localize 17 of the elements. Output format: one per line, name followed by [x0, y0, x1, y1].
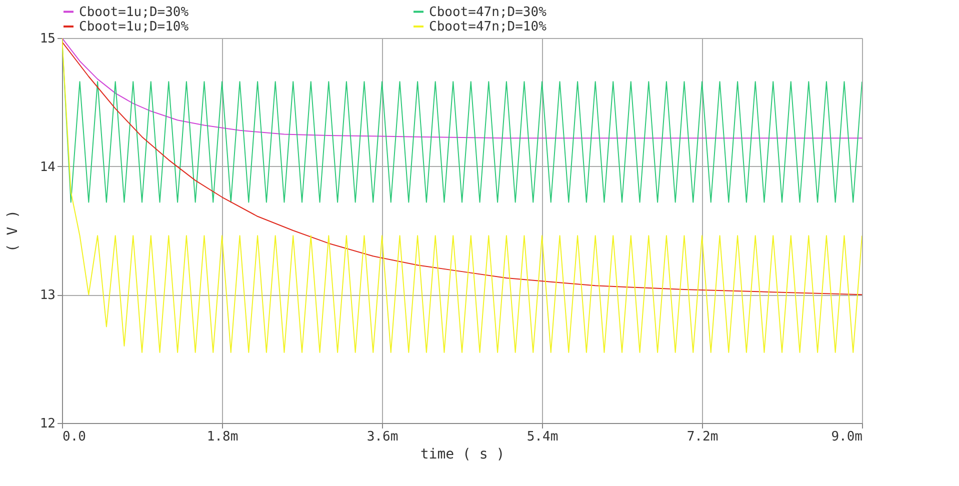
x-tick-label: 0.0	[62, 430, 86, 444]
y-axis-title: ( V )	[4, 210, 21, 252]
y-tick-label: 15	[40, 32, 56, 46]
line-series	[62, 41, 862, 296]
x-tick-label: 1.8m	[206, 430, 238, 444]
legend-label: Cboot=1u;D=30%	[79, 4, 189, 20]
y-tick-label: 12	[40, 416, 56, 432]
x-axis-title: time ( s )	[420, 446, 505, 462]
x-tick-label: 7.2m	[686, 430, 718, 444]
x-tick-label: 5.4m	[526, 430, 558, 444]
y-tick-label: 14	[40, 160, 56, 175]
legend-label: Cboot=47n;D=10%	[429, 20, 547, 34]
x-tick-label: 3.6m	[366, 430, 398, 444]
y-tick-label: 13	[40, 288, 56, 304]
series-label: Cboot=1u;D=10%	[79, 20, 189, 34]
legend-label: Cboot=47n;D=30%	[429, 4, 547, 20]
x-tick-label: 9.0m	[831, 430, 863, 444]
